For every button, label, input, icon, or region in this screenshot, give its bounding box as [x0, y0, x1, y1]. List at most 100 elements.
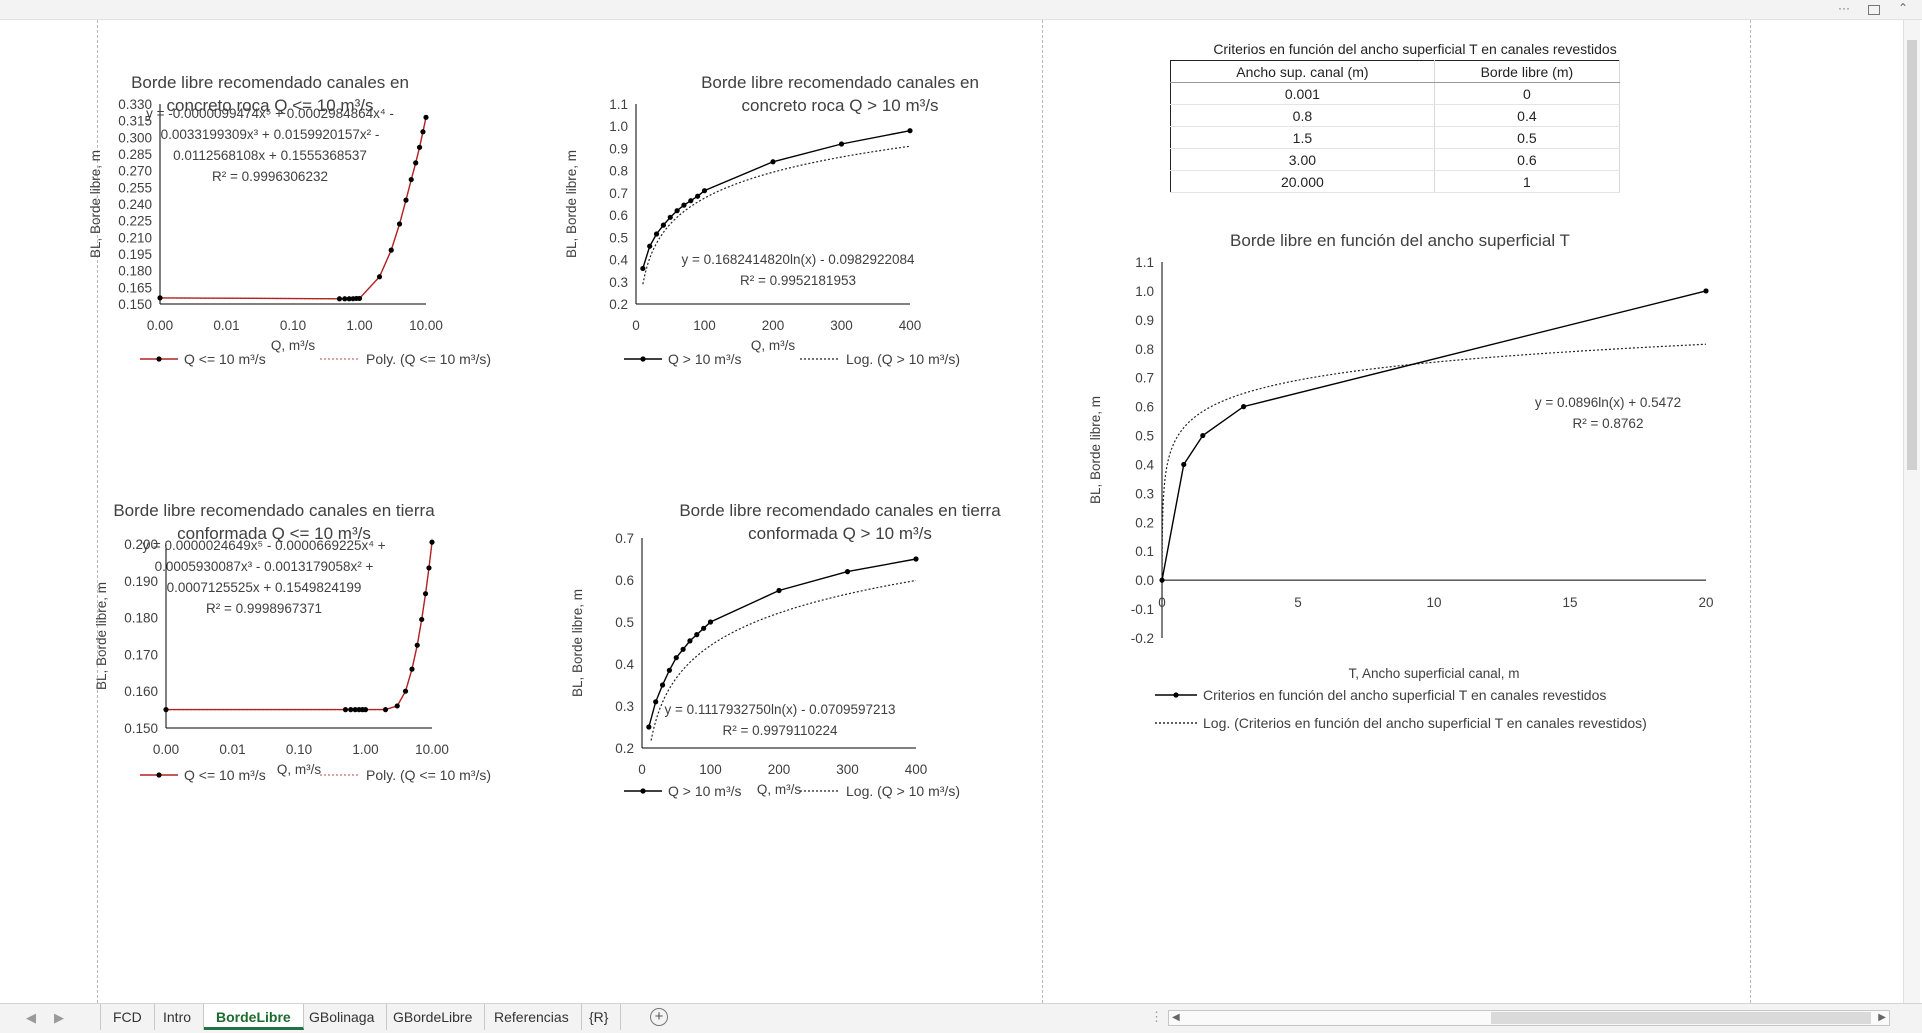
table-cell[interactable]: 0.001	[1170, 82, 1435, 105]
tab-next-icon[interactable]: ▶	[54, 1010, 64, 1025]
data-point[interactable]	[667, 214, 673, 220]
data-point[interactable]	[776, 587, 782, 594]
tab-prev-icon[interactable]: ◀	[26, 1010, 36, 1025]
data-series-line[interactable]	[159, 117, 427, 300]
tab-gbordelibre[interactable]: GBordeLibre	[381, 1004, 486, 1030]
table-cell[interactable]: 1.5	[1170, 126, 1435, 149]
chart-svg[interactable]: Borde libre en función del ancho superfi…	[1080, 222, 1760, 862]
data-point[interactable]	[422, 591, 429, 597]
horizontal-scroll-thumb[interactable]	[1491, 1012, 1871, 1024]
data-point[interactable]	[416, 144, 423, 150]
data-point[interactable]	[396, 221, 403, 227]
data-point[interactable]	[694, 632, 700, 638]
data-point[interactable]	[402, 688, 409, 694]
data-point[interactable]	[408, 176, 414, 183]
tab-r[interactable]: {R}	[577, 1004, 622, 1030]
table-cell[interactable]: 0.5	[1434, 126, 1621, 149]
tab-gbolinaga[interactable]: GBolinaga	[297, 1004, 388, 1030]
data-point[interactable]	[414, 642, 420, 648]
caret-up-icon[interactable]: ⌃	[1898, 1, 1909, 15]
data-point[interactable]	[1200, 432, 1206, 439]
data-point[interactable]	[429, 539, 435, 545]
chart-svg[interactable]: Borde libre recomendado canales en concre…	[564, 62, 1040, 472]
restore-icon[interactable]	[1868, 5, 1880, 15]
data-point[interactable]	[647, 243, 653, 249]
data-point[interactable]	[653, 699, 659, 705]
tab-split-handle-icon[interactable]: ⋮	[1150, 1009, 1163, 1024]
scroll-left-icon[interactable]: ◀	[1172, 1012, 1180, 1023]
data-point[interactable]	[352, 707, 358, 713]
data-point[interactable]	[394, 703, 400, 709]
data-point[interactable]	[701, 188, 708, 194]
tab-bordelibre[interactable]: BordeLibre	[204, 1004, 304, 1030]
chart-svg[interactable]: Borde libre recomendado canales en concre…	[88, 62, 570, 472]
data-point[interactable]	[426, 565, 432, 571]
data-point[interactable]	[681, 202, 687, 208]
chart-tierra-q-le-10[interactable]: Borde libre recomendado canales en tierr…	[94, 490, 570, 900]
data-point[interactable]	[913, 556, 919, 562]
data-point[interactable]	[342, 707, 349, 713]
data-point[interactable]	[419, 616, 425, 623]
data-point[interactable]	[674, 208, 680, 214]
data-point[interactable]	[646, 724, 652, 730]
trendline-series[interactable]	[650, 579, 917, 741]
chart-svg[interactable]: Borde libre recomendado canales en tierr…	[570, 490, 1040, 900]
data-point[interactable]	[907, 128, 913, 134]
data-point[interactable]	[640, 265, 646, 272]
data-point[interactable]	[673, 655, 679, 661]
more-options-icon[interactable]: ···	[1838, 1, 1850, 15]
table-cell[interactable]: 1	[1434, 170, 1621, 193]
trendline-series[interactable]	[642, 145, 911, 285]
data-point[interactable]	[342, 296, 348, 302]
data-point[interactable]	[680, 646, 686, 652]
tab-intro[interactable]: Intro	[151, 1004, 205, 1030]
data-point[interactable]	[687, 638, 693, 644]
data-series-line[interactable]	[1161, 290, 1707, 581]
data-point[interactable]	[423, 114, 429, 120]
data-point[interactable]	[356, 295, 363, 302]
trendline-series[interactable]	[1161, 343, 1707, 601]
chart-concreto-q-gt-10[interactable]: Borde libre recomendado canales en concre…	[564, 62, 1040, 472]
vertical-scroll-thumb[interactable]	[1907, 40, 1917, 470]
data-point[interactable]	[1159, 577, 1165, 583]
data-point[interactable]	[348, 707, 354, 713]
data-point[interactable]	[1181, 461, 1187, 468]
table-cell[interactable]: 0.6	[1434, 148, 1621, 171]
data-point[interactable]	[844, 569, 851, 575]
data-point[interactable]	[688, 198, 694, 204]
data-point[interactable]	[409, 666, 415, 672]
data-point[interactable]	[382, 707, 389, 713]
column-header[interactable]: Borde libre (m)	[1434, 60, 1621, 83]
data-point[interactable]	[403, 197, 409, 203]
data-point[interactable]	[376, 274, 383, 280]
data-point[interactable]	[695, 193, 701, 199]
data-point[interactable]	[420, 129, 426, 135]
data-point[interactable]	[770, 159, 776, 165]
tab-referencias[interactable]: Referencias	[482, 1004, 582, 1030]
table-cell[interactable]: 0.8	[1170, 104, 1435, 127]
chart-concreto-q-le-10[interactable]: Borde libre recomendado canales en concre…	[88, 62, 570, 472]
chart-svg[interactable]: Borde libre recomendado canales en tierr…	[94, 490, 570, 900]
chart-ancho-superficial[interactable]: Borde libre en función del ancho superfi…	[1080, 222, 1760, 862]
table-cell[interactable]: 0	[1434, 82, 1621, 105]
data-point[interactable]	[1241, 404, 1247, 410]
data-point[interactable]	[707, 619, 714, 625]
add-sheet-button[interactable]: +	[650, 1008, 668, 1026]
data-point[interactable]	[163, 707, 169, 713]
data-point[interactable]	[660, 222, 666, 228]
data-point[interactable]	[157, 295, 163, 301]
table-cell[interactable]: 20.000	[1170, 170, 1435, 193]
vertical-scrollbar[interactable]	[1903, 20, 1920, 1003]
data-point[interactable]	[659, 682, 666, 688]
data-series-line[interactable]	[642, 129, 911, 269]
data-point[interactable]	[336, 296, 343, 302]
data-point[interactable]	[838, 141, 845, 147]
data-point[interactable]	[413, 160, 419, 166]
column-header[interactable]: Ancho sup. canal (m)	[1170, 60, 1435, 83]
data-point[interactable]	[653, 231, 660, 237]
data-point[interactable]	[1703, 288, 1709, 294]
table-cell[interactable]: 0.4	[1434, 104, 1621, 127]
chart-tierra-q-gt-10[interactable]: Borde libre recomendado canales en tierr…	[570, 490, 1040, 900]
data-point[interactable]	[346, 296, 352, 302]
table-cell[interactable]: 3.00	[1170, 148, 1435, 171]
